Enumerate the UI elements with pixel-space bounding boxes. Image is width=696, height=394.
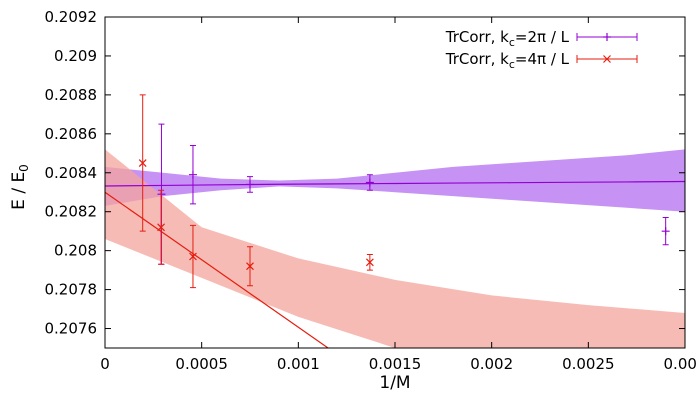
y-axis-label-sub: 0 bbox=[17, 164, 31, 172]
legend-marker bbox=[603, 33, 611, 41]
y-axis: 0.2076 0.2078 0.208 0.2082 0.2084 0.2086 0.208… bbox=[45, 8, 685, 338]
point-marker bbox=[157, 223, 165, 232]
x-tick-label: 0.0015 bbox=[369, 355, 422, 373]
y-tick-label: 0.2092 bbox=[45, 8, 98, 26]
series-2-fit-line bbox=[105, 191, 330, 348]
legend-entry: TrCorr, kc=2π / L bbox=[445, 28, 638, 49]
x-axis: 0 0.0005 0.001 0.0015 0.002 0.0025 0.003 bbox=[100, 17, 696, 373]
y-tick-label: 0.209 bbox=[54, 47, 97, 65]
point-marker bbox=[188, 170, 197, 179]
legend-entry: TrCorr, kc=4π / L bbox=[445, 50, 638, 71]
point-marker bbox=[138, 159, 147, 167]
point-marker bbox=[365, 178, 374, 187]
y-tick-label: 0.2082 bbox=[45, 203, 98, 221]
series-1-band bbox=[105, 149, 685, 212]
point-marker bbox=[365, 258, 374, 267]
fit-lines bbox=[105, 180, 685, 348]
y-tick-label: 0.2076 bbox=[45, 320, 98, 338]
x-tick-label: 0.0025 bbox=[562, 355, 615, 373]
series-1-point bbox=[246, 176, 254, 193]
series-2-point bbox=[138, 94, 147, 232]
series-2-point bbox=[157, 189, 165, 265]
y-tick-label: 0.208 bbox=[54, 242, 97, 260]
point-marker bbox=[246, 180, 254, 189]
series-2-point bbox=[189, 224, 197, 289]
x-axis-label: 1/M bbox=[379, 373, 410, 393]
series-1-fit-line bbox=[105, 180, 685, 187]
y-tick-label: 0.2086 bbox=[45, 125, 98, 143]
y-tick-label: 0.2078 bbox=[45, 281, 98, 299]
series-2-band bbox=[105, 149, 685, 348]
legend-label: TrCorr, kc=4π / L bbox=[445, 50, 570, 71]
legend-label: TrCorr, kc=2π / L bbox=[445, 28, 570, 49]
point-marker bbox=[189, 252, 197, 261]
series-2-point bbox=[365, 254, 374, 271]
y-tick-label: 0.2088 bbox=[45, 86, 98, 104]
y-axis-label: E / E0 bbox=[9, 164, 31, 210]
x-tick-label: 0 bbox=[100, 355, 110, 373]
series-1-point bbox=[188, 145, 197, 205]
point-marker bbox=[661, 227, 670, 236]
x-tick-label: 0.001 bbox=[277, 355, 320, 373]
series-2-point bbox=[246, 246, 254, 287]
data-points bbox=[138, 94, 670, 289]
y-axis-label-main: E / E bbox=[9, 172, 29, 210]
x-tick-label: 0.002 bbox=[470, 355, 513, 373]
legend-marker bbox=[603, 55, 611, 63]
confidence-bands bbox=[105, 149, 685, 348]
y-tick-label: 0.2084 bbox=[45, 164, 98, 182]
series-1-point bbox=[661, 217, 670, 246]
point-marker bbox=[246, 262, 254, 271]
x-tick-label: 0.003 bbox=[664, 355, 696, 373]
series-1-point bbox=[365, 174, 374, 191]
x-tick-label: 0.0005 bbox=[175, 355, 228, 373]
